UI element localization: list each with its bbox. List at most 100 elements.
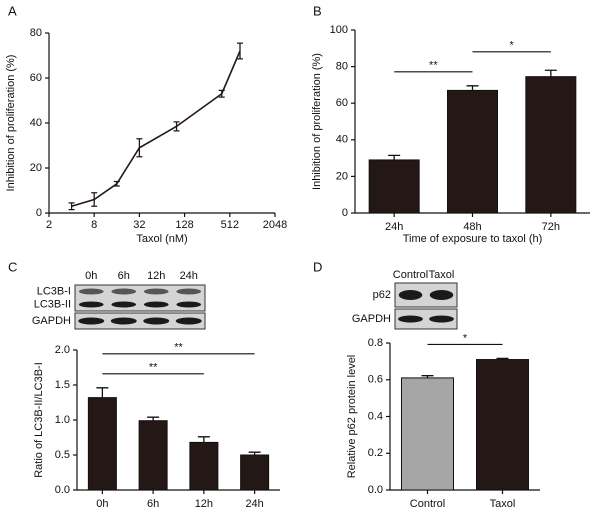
bar <box>401 377 454 491</box>
y-tick-label: 0.0 <box>55 484 70 496</box>
y-tick-label: 2.0 <box>55 344 70 356</box>
error-bar <box>68 202 75 211</box>
blot-band <box>110 317 137 325</box>
blot-band <box>78 317 105 325</box>
error-bar <box>466 85 479 91</box>
error-bar <box>173 121 180 132</box>
blot-band <box>143 317 170 325</box>
panel-label: A <box>8 3 17 18</box>
x-tick-label: 8 <box>91 219 97 231</box>
lane-label: 12h <box>147 270 165 282</box>
bar <box>525 76 577 214</box>
x-tick-label: 512 <box>221 219 239 231</box>
x-tick-label: Control <box>410 498 445 510</box>
error-bar <box>197 436 210 443</box>
blot-band <box>78 301 104 308</box>
y-tick-label: 0.0 <box>368 484 383 496</box>
blot-box <box>394 308 458 330</box>
blot-box <box>74 312 206 330</box>
blot-band <box>398 290 423 300</box>
blot-band <box>111 301 137 308</box>
bar <box>138 420 168 491</box>
x-tick-label: 2 <box>46 219 52 231</box>
y-axis-title: Ratio of LC3B-II/LC3B-I <box>33 362 45 478</box>
y-tick-label: 0 <box>342 207 348 219</box>
lane-label: 6h <box>118 270 130 282</box>
lane-label: 24h <box>180 270 198 282</box>
bar <box>87 397 117 491</box>
y-tick-label: 60 <box>30 72 42 84</box>
y-tick-label: 0.4 <box>368 410 383 422</box>
bar <box>447 89 498 214</box>
blot-band <box>175 317 202 325</box>
x-tick-label: 2048 <box>263 219 287 231</box>
y-axis-title: Inhibition of proliferation (%) <box>5 55 17 192</box>
y-tick-label: 40 <box>336 134 348 146</box>
blot-band <box>78 288 104 295</box>
y-tick-label: 0.2 <box>368 447 383 459</box>
row-label: LC3B-I <box>37 285 71 297</box>
x-tick-label: 72h <box>542 221 560 233</box>
error-bar <box>544 69 557 77</box>
y-tick-label: 20 <box>30 162 42 174</box>
blot-band <box>398 315 423 323</box>
error-bar <box>236 42 243 60</box>
blot-band <box>429 290 454 300</box>
x-tick-label: 6h <box>147 498 159 510</box>
row-label: GAPDH <box>352 313 391 325</box>
error-bar <box>496 357 509 360</box>
y-axis-title: Inhibition of proliferation (%) <box>311 53 323 190</box>
error-bar <box>91 192 98 207</box>
error-bar <box>218 89 225 98</box>
y-tick-label: 0 <box>36 207 42 219</box>
x-tick-label: 128 <box>175 219 193 231</box>
lane-label: Taxol <box>429 269 455 281</box>
row-label: p62 <box>373 289 391 301</box>
x-tick-label: 24h <box>245 498 263 510</box>
error-bar <box>96 387 109 398</box>
y-tick-label: 100 <box>330 24 348 36</box>
blot-band <box>176 301 202 308</box>
blot-band <box>176 288 202 295</box>
blot-band <box>143 288 169 295</box>
y-tick-label: 1.0 <box>55 414 70 426</box>
panel-label: B <box>313 3 322 18</box>
blot-band <box>143 301 169 308</box>
error-bar <box>136 138 143 158</box>
significance-label: ** <box>429 60 438 72</box>
y-tick-label: 80 <box>336 61 348 73</box>
significance-label: ** <box>174 342 183 354</box>
lane-label: 0h <box>85 270 97 282</box>
significance-label: * <box>510 40 515 52</box>
x-tick-label: Taxol <box>490 498 516 510</box>
row-label: GAPDH <box>32 315 71 327</box>
y-tick-label: 40 <box>30 117 42 129</box>
significance-label: * <box>463 332 468 344</box>
error-bar <box>147 416 160 421</box>
x-axis-title: Taxol (nM) <box>136 233 187 245</box>
error-bar <box>388 154 401 160</box>
x-axis-title: Time of exposure to taxol (h) <box>403 233 543 245</box>
y-tick-label: 60 <box>336 97 348 109</box>
error-bar <box>421 375 434 378</box>
y-tick-label: 20 <box>336 170 348 182</box>
x-tick-label: 48h <box>463 221 481 233</box>
x-tick-label: 12h <box>195 498 213 510</box>
x-tick-label: 32 <box>133 219 145 231</box>
bar <box>368 159 420 214</box>
lane-label: Control <box>393 269 428 281</box>
y-tick-label: 0.6 <box>368 374 383 386</box>
blot-band <box>429 315 454 323</box>
x-tick-label: 0h <box>96 498 108 510</box>
y-tick-label: 80 <box>30 27 42 39</box>
y-axis-title: Relative p62 protein level <box>346 355 358 479</box>
blot-band <box>111 288 137 295</box>
x-tick-label: 24h <box>385 221 403 233</box>
panel-label: D <box>313 259 322 274</box>
bar <box>189 441 219 491</box>
y-tick-label: 0.5 <box>55 449 70 461</box>
data-line <box>71 50 241 208</box>
row-label: LC3B-II <box>34 298 71 310</box>
